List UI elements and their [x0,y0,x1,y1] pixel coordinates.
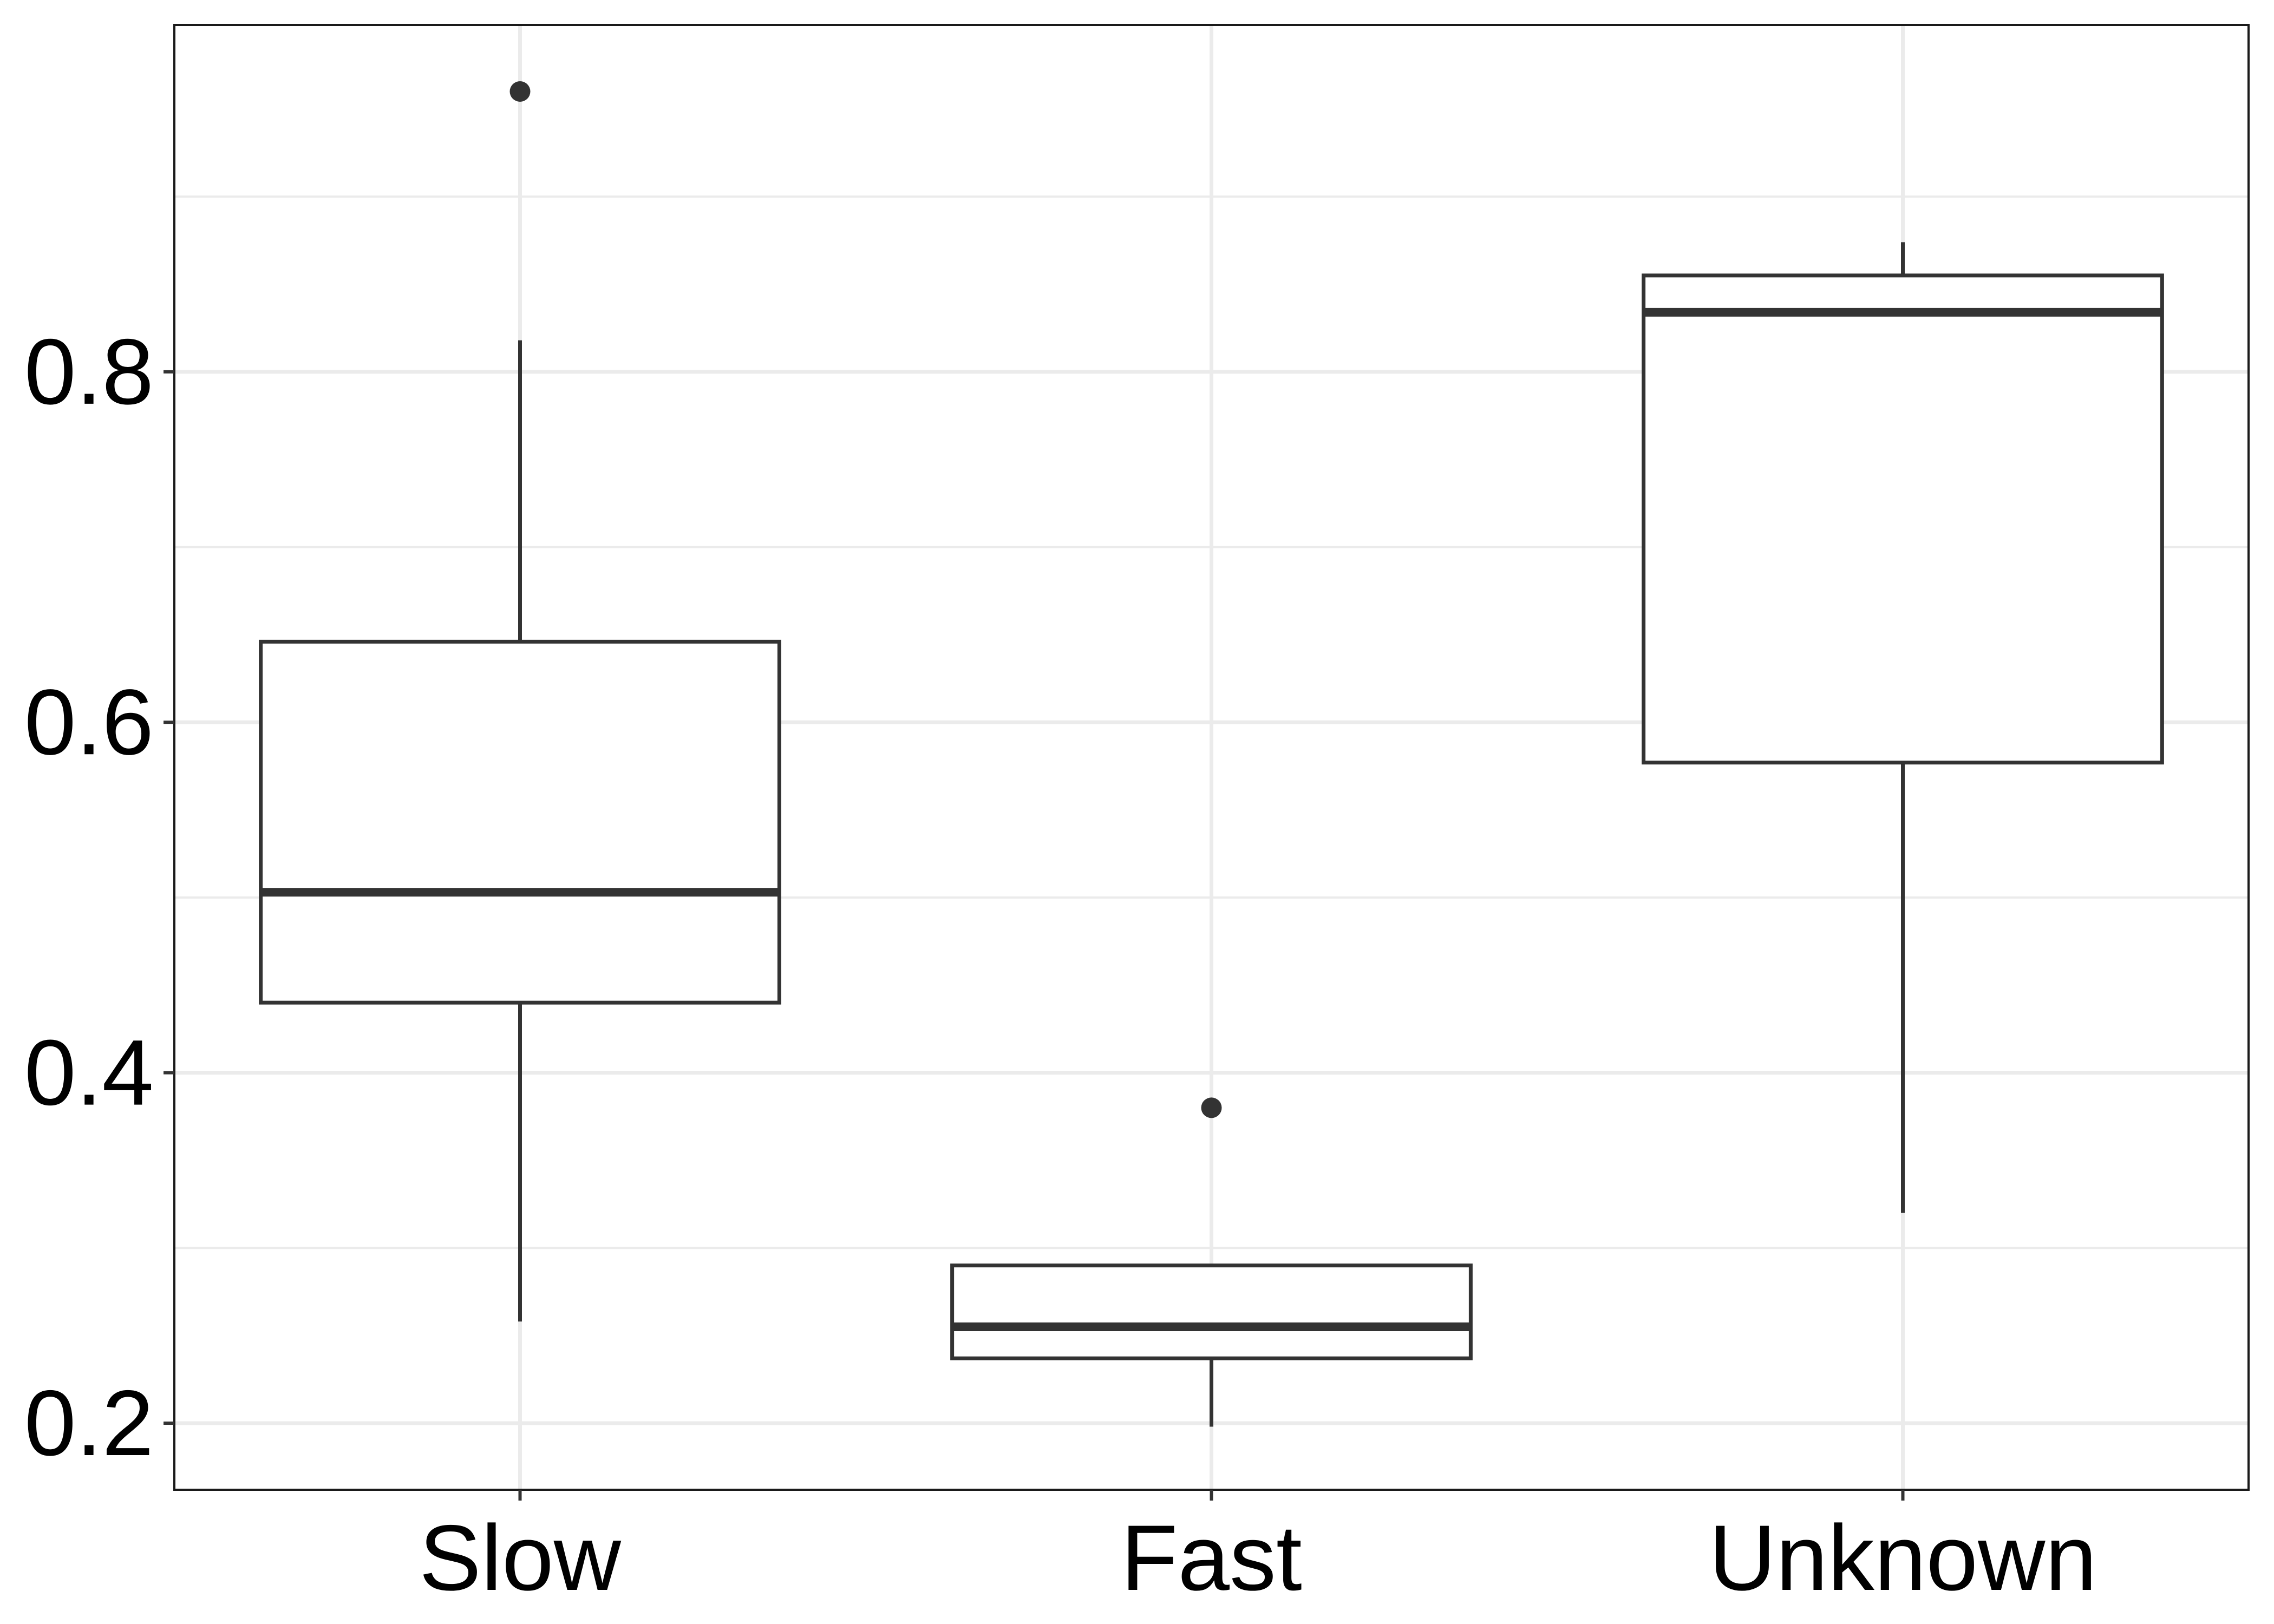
axes-layer: 0.2 0.4 0.6 0.8 Slow Fast Unknown [24,320,2097,1610]
outlier-point [1201,1097,1222,1118]
y-tick-label: 0.8 [24,320,154,424]
y-tick-label: 0.2 [24,1371,154,1475]
x-tick-label: Slow [419,1506,622,1610]
boxes-layer [259,81,2164,1427]
box-fast [950,1097,1473,1427]
y-tick-label: 0.6 [24,670,154,774]
iqr-box [950,1263,1473,1360]
y-tick-label: 0.4 [24,1021,154,1125]
iqr-box [1642,273,2164,765]
outlier-point [509,81,531,102]
x-tick-label: Fast [1121,1506,1302,1610]
box-unknown [1642,242,2164,1213]
box-slow [259,81,781,1322]
x-tick-label: Unknown [1709,1506,2097,1610]
iqr-box [259,639,781,1005]
